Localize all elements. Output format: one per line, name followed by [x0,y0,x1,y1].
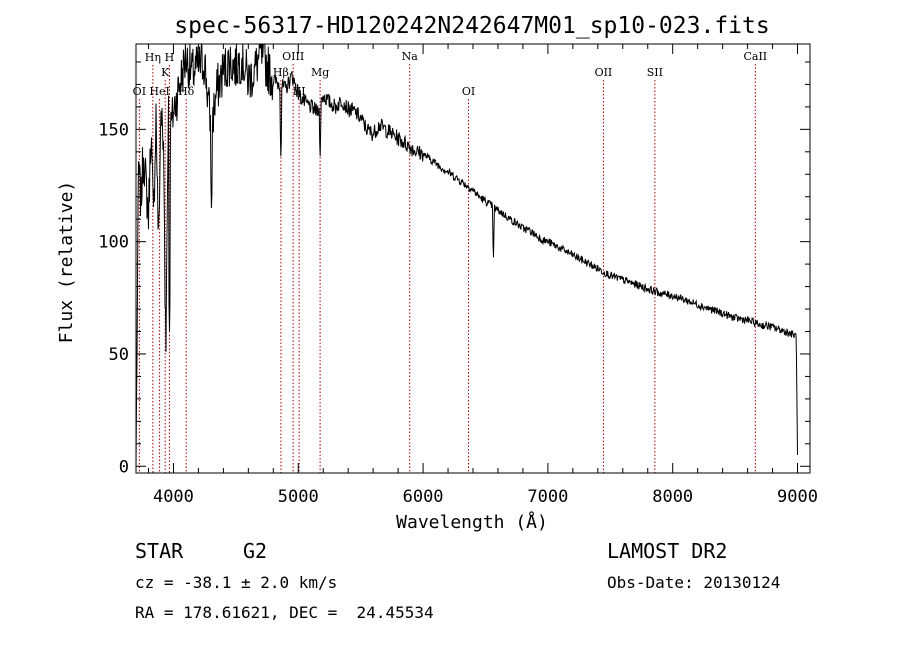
y-axis-label: Flux (relative) [56,181,77,344]
line-label-13: SII [647,66,663,79]
y-tick-label-0: 0 [119,457,129,477]
x-axis-label: Wavelength (Å) [396,511,548,533]
redshift-value: cz = -38.1 ± 2.0 km/s [135,573,338,592]
line-label-0: Hη [145,51,161,64]
line-label-6: OIII [282,50,304,63]
x-axis: 4000 5000 6000 7000 8000 9000 [147,44,818,507]
survey-name: LAMOST DR2 [607,539,728,563]
line-label-12: OII [595,66,613,79]
line-label-11: OI [462,85,475,98]
x-tick-label-2: 6000 [403,487,444,507]
chart-title: spec-56317-HD120242N242647M01_sp10-023.f… [174,13,769,39]
y-tick-label-2: 100 [98,233,129,253]
object-subclass: G2 [243,539,268,563]
coordinates: RA = 178.61621, DEC = 24.45534 [135,603,434,622]
x-tick-label-5: 9000 [777,487,818,507]
y-tick-label-1: 50 [109,345,129,365]
x-tick-label-1: 5000 [278,487,319,507]
line-label-7: Hβ [273,66,289,79]
line-label-10: Na [402,50,419,63]
line-label-2: K [161,66,170,79]
line-label-3: OI [133,85,146,98]
line-label-4: HeI [149,85,169,98]
x-tick-label-0: 4000 [153,487,194,507]
plot-frame [135,43,811,474]
spectrum-line [135,42,798,467]
x-tick-label-3: 7000 [527,487,568,507]
line-label-14: CaII [743,50,767,63]
y-tick-label-3: 150 [98,120,129,140]
line-label-9: Mg [311,66,329,79]
y-axis: 0 50 100 150 [98,61,810,477]
object-class: STAR [135,539,184,563]
line-label-1: H [165,51,175,64]
line-label-5: Hδ [178,85,195,98]
x-tick-label-4: 8000 [652,487,693,507]
emission-line-markers [138,64,756,473]
observation-date: Obs-Date: 20130124 [607,573,781,592]
